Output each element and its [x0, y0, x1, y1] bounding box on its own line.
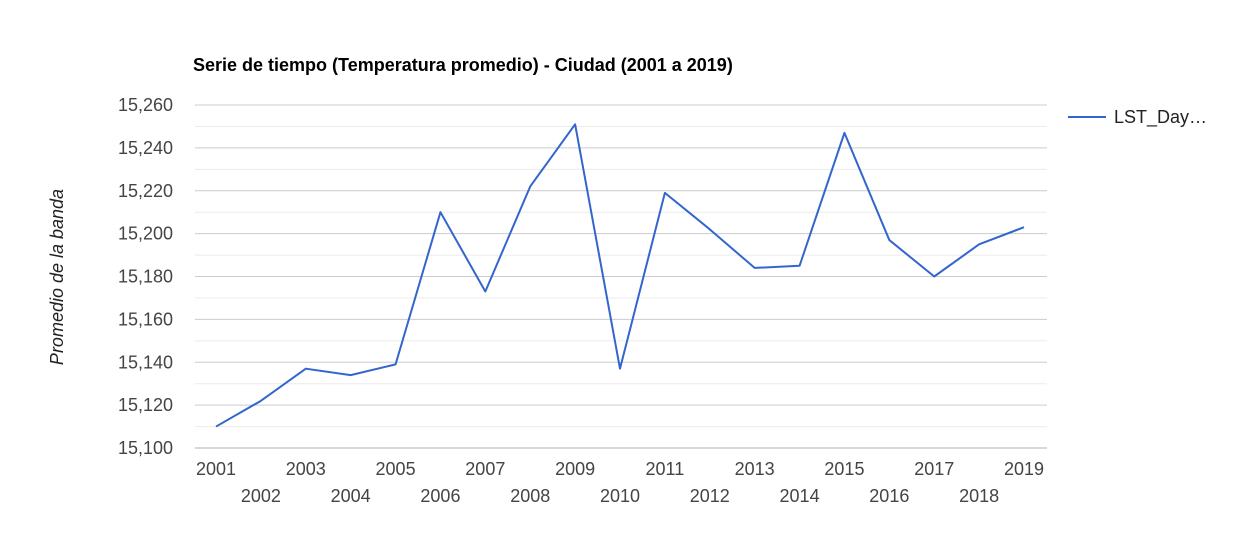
y-tick-label: 15,260: [118, 95, 173, 115]
data-point[interactable]: [1021, 224, 1027, 230]
y-tick-label: 15,180: [118, 267, 173, 287]
x-tick-label: 2005: [376, 459, 416, 479]
x-tick-label: 2002: [241, 486, 281, 506]
x-tick-label: 2013: [735, 459, 775, 479]
x-tick-label: 2001: [196, 459, 236, 479]
x-tick-label: 2004: [331, 486, 371, 506]
data-point[interactable]: [886, 237, 892, 243]
y-tick-label: 15,100: [118, 438, 173, 458]
data-point[interactable]: [572, 121, 578, 127]
x-tick-label: 2003: [286, 459, 326, 479]
x-axis-ticks: 2001200220032004200520062007200820092010…: [196, 459, 1044, 506]
data-point[interactable]: [707, 226, 713, 232]
x-tick-label: 2016: [869, 486, 909, 506]
x-tick-label: 2008: [510, 486, 550, 506]
y-tick-label: 15,200: [118, 224, 173, 244]
y-axis-label: Promedio de la banda: [47, 189, 67, 365]
data-point[interactable]: [841, 130, 847, 136]
series-line[interactable]: [215, 123, 1025, 428]
x-tick-label: 2015: [824, 459, 864, 479]
x-tick-label: 2019: [1004, 459, 1044, 479]
data-point[interactable]: [437, 209, 443, 215]
y-tick-label: 15,240: [118, 138, 173, 158]
data-point[interactable]: [213, 424, 219, 430]
x-tick-label: 2009: [555, 459, 595, 479]
x-tick-label: 2011: [646, 459, 685, 479]
data-point[interactable]: [393, 361, 399, 367]
x-tick-label: 2007: [465, 459, 505, 479]
y-tick-label: 15,220: [118, 181, 173, 201]
data-point[interactable]: [303, 366, 309, 372]
chart-title: Serie de tiempo (Temperatura promedio) -…: [193, 55, 733, 75]
data-point[interactable]: [931, 274, 937, 280]
data-point[interactable]: [662, 190, 668, 196]
data-point[interactable]: [752, 265, 758, 271]
data-point[interactable]: [976, 241, 982, 247]
series-layer: [213, 121, 1027, 430]
data-point[interactable]: [482, 289, 488, 295]
y-tick-label: 15,140: [118, 352, 173, 372]
x-tick-label: 2017: [914, 459, 954, 479]
y-tick-label: 15,120: [118, 395, 173, 415]
x-tick-label: 2012: [690, 486, 730, 506]
data-point[interactable]: [348, 372, 354, 378]
y-tick-label: 15,160: [118, 309, 173, 329]
x-tick-label: 2010: [600, 486, 640, 506]
y-axis-ticks: 15,100 15,120 15,140 15,160 15,180 15,200 15,2…: [118, 95, 173, 458]
gridlines: [195, 104, 1047, 449]
data-point[interactable]: [258, 398, 264, 404]
legend-label: LST_Day…: [1114, 107, 1207, 128]
data-point[interactable]: [617, 366, 623, 372]
data-point[interactable]: [527, 183, 533, 189]
data-point[interactable]: [797, 263, 803, 269]
x-tick-label: 2014: [780, 486, 820, 506]
x-tick-label: 2006: [420, 486, 460, 506]
legend[interactable]: LST_Day…: [1068, 107, 1207, 128]
x-tick-label: 2018: [959, 486, 999, 506]
